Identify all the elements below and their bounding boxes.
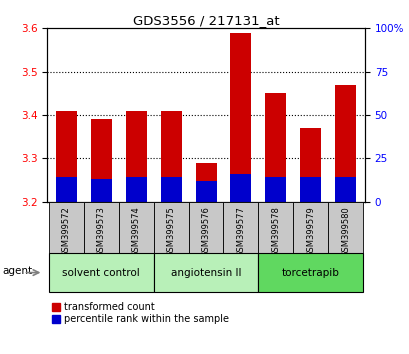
Text: GSM399574: GSM399574 bbox=[131, 206, 140, 257]
Bar bbox=[83, 202, 119, 253]
Bar bbox=[230, 33, 251, 202]
Legend: transformed count, percentile rank within the sample: transformed count, percentile rank withi… bbox=[52, 302, 228, 324]
Bar bbox=[90, 119, 112, 202]
Text: GSM399578: GSM399578 bbox=[271, 206, 280, 257]
Bar bbox=[328, 202, 362, 253]
Text: GSM399575: GSM399575 bbox=[166, 206, 175, 257]
Bar bbox=[160, 177, 181, 202]
Text: solvent control: solvent control bbox=[62, 268, 140, 278]
Bar bbox=[292, 202, 328, 253]
Text: torcetrapib: torcetrapib bbox=[281, 268, 339, 278]
Text: GSM399580: GSM399580 bbox=[340, 206, 349, 257]
Bar bbox=[126, 177, 146, 202]
Bar bbox=[258, 202, 292, 253]
Bar bbox=[299, 128, 321, 202]
Text: GSM399576: GSM399576 bbox=[201, 206, 210, 257]
Bar bbox=[126, 111, 146, 202]
Bar bbox=[49, 202, 83, 253]
Bar bbox=[335, 177, 355, 202]
Text: GSM399573: GSM399573 bbox=[97, 206, 106, 257]
Bar bbox=[119, 202, 153, 253]
Text: GSM399572: GSM399572 bbox=[62, 206, 71, 257]
Bar bbox=[335, 85, 355, 202]
Bar bbox=[230, 174, 251, 202]
Bar bbox=[56, 111, 76, 202]
Bar bbox=[223, 202, 258, 253]
Bar bbox=[153, 253, 258, 292]
Bar bbox=[265, 177, 285, 202]
Bar bbox=[195, 163, 216, 202]
Text: angiotensin II: angiotensin II bbox=[171, 268, 240, 278]
Bar bbox=[258, 253, 362, 292]
Text: GSM399577: GSM399577 bbox=[236, 206, 245, 257]
Text: agent: agent bbox=[2, 266, 32, 276]
Text: GSM399579: GSM399579 bbox=[306, 206, 315, 257]
Bar bbox=[160, 111, 181, 202]
Bar bbox=[56, 177, 76, 202]
Bar bbox=[49, 253, 153, 292]
Bar bbox=[195, 181, 216, 202]
Bar bbox=[90, 179, 112, 202]
Title: GDS3556 / 217131_at: GDS3556 / 217131_at bbox=[133, 14, 279, 27]
Bar bbox=[299, 177, 321, 202]
Bar bbox=[153, 202, 188, 253]
Bar bbox=[188, 202, 223, 253]
Bar bbox=[265, 93, 285, 202]
